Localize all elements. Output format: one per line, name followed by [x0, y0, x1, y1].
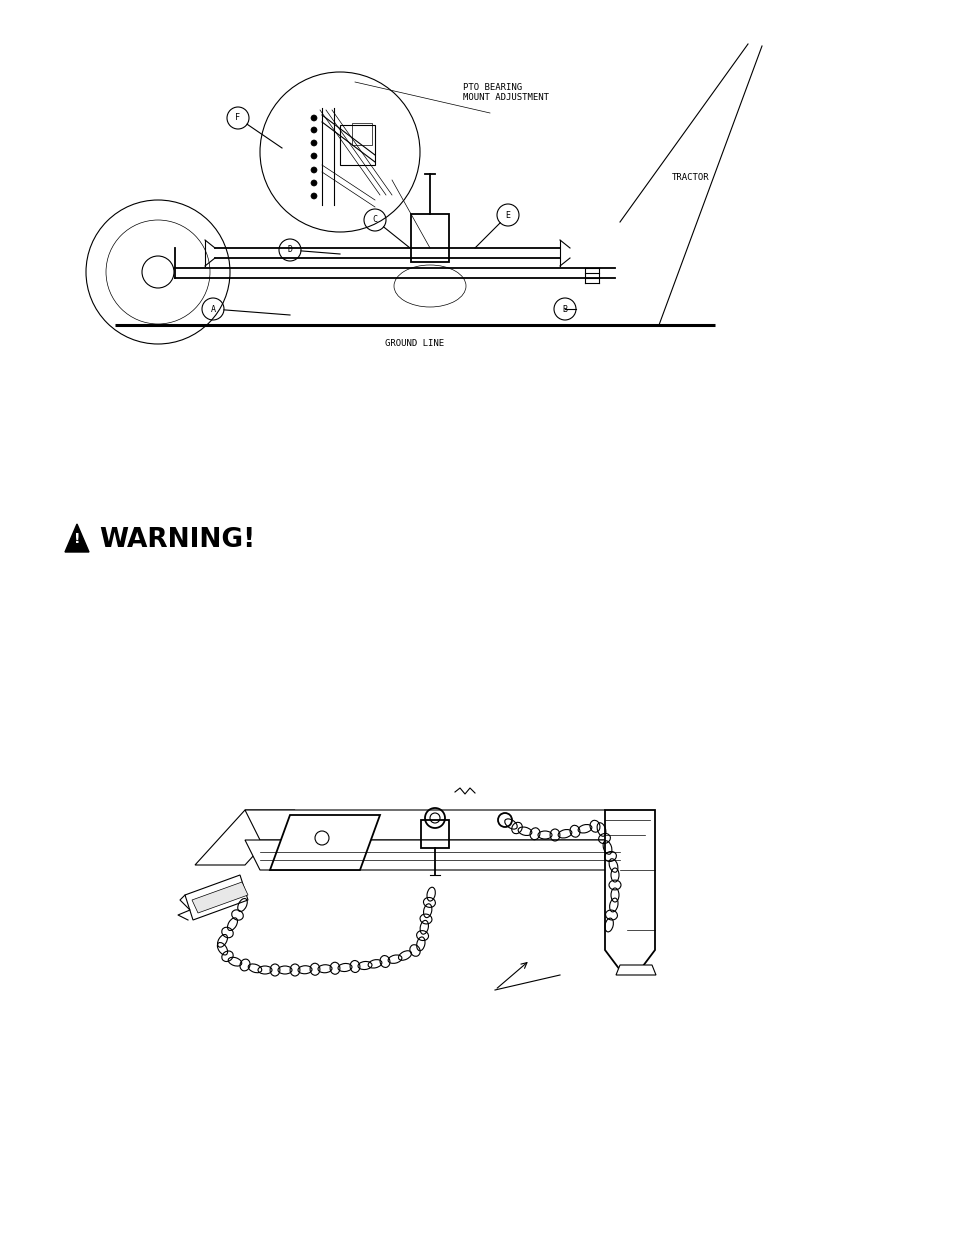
Circle shape — [311, 127, 316, 133]
Text: A: A — [211, 305, 215, 314]
Text: E: E — [505, 210, 510, 220]
Circle shape — [311, 167, 316, 173]
Polygon shape — [604, 810, 655, 969]
Text: F: F — [235, 114, 240, 122]
Polygon shape — [245, 840, 619, 869]
Text: C: C — [372, 215, 377, 225]
Polygon shape — [65, 524, 89, 552]
Bar — [420, 820, 449, 848]
Bar — [339, 125, 375, 165]
Circle shape — [311, 140, 316, 146]
Circle shape — [311, 153, 316, 159]
Text: PTO BEARING
MOUNT ADJUSTMENT: PTO BEARING MOUNT ADJUSTMENT — [462, 83, 548, 103]
Bar — [352, 124, 372, 144]
Text: TRACTOR: TRACTOR — [671, 173, 709, 183]
Text: D: D — [287, 246, 293, 254]
Text: WARNING!: WARNING! — [99, 527, 255, 553]
Circle shape — [311, 115, 316, 121]
Polygon shape — [245, 810, 619, 840]
Text: B: B — [562, 305, 567, 314]
Polygon shape — [616, 965, 656, 974]
Polygon shape — [192, 882, 248, 913]
Text: GROUND LINE: GROUND LINE — [385, 338, 444, 348]
Polygon shape — [270, 815, 379, 869]
Bar — [411, 214, 449, 262]
Text: !: ! — [73, 532, 80, 546]
Circle shape — [311, 180, 316, 186]
Circle shape — [311, 193, 316, 199]
Polygon shape — [185, 876, 248, 920]
